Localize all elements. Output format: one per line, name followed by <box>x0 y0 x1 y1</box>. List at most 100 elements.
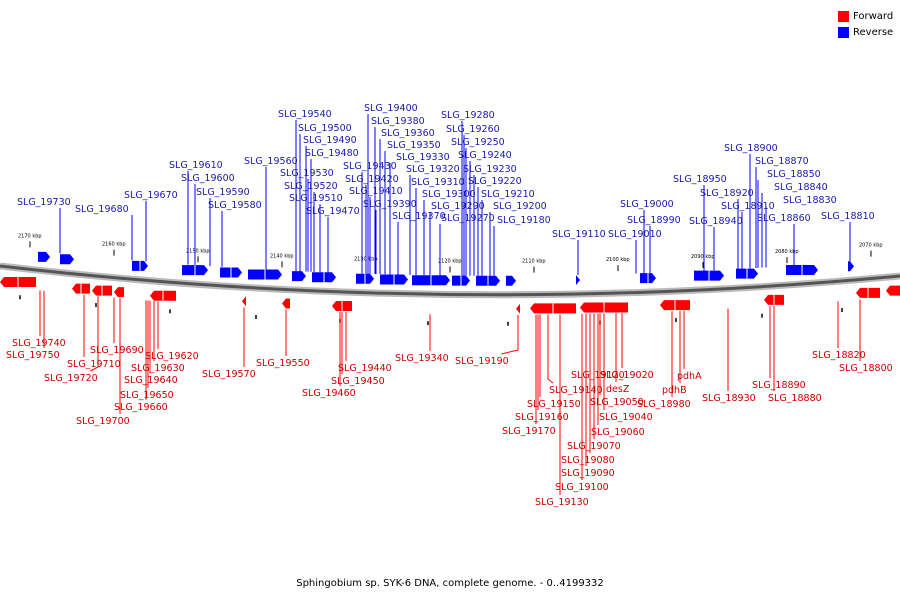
scale-tick-label: 2070 kbp <box>859 243 883 249</box>
reverse-gene-label: SLG_18830 <box>783 195 837 206</box>
reverse-gene-label: SLG_19250 <box>451 137 505 148</box>
reverse-gene-label: SLG_19110 <box>552 229 606 240</box>
reverse-gene-label: SLG_18950 <box>673 174 727 185</box>
reverse-gene-label: SLG_19330 <box>396 152 450 163</box>
reverse-gene-label: SLG_18870 <box>755 156 809 167</box>
scale-tick-label: 2120 kbp <box>438 259 462 265</box>
legend-reverse: Reverse <box>838 24 900 40</box>
forward-gene-arrow <box>516 304 520 314</box>
reverse-gene-label: SLG_19180 <box>497 215 551 226</box>
reverse-gene-label: SLG_18810 <box>821 211 875 222</box>
forward-leader-line <box>501 315 518 354</box>
reverse-gene-label: SLG_19590 <box>196 187 250 198</box>
forward-gene-label: desZ <box>606 384 630 395</box>
forward-gene-arrow <box>242 296 246 306</box>
forward-gene-label: SLG_18820 <box>812 350 866 361</box>
forward-gene-label: SLG_19160 <box>515 412 569 423</box>
gene-labels: SLG_19730 SLG_19680 SLG_19670 SLG_19610 SLG_… <box>6 103 893 508</box>
forward-gene-label: SLG_19440 <box>338 363 392 374</box>
reverse-gene-arrow <box>576 275 580 285</box>
reverse-gene-label: SLG_19530 <box>280 168 334 179</box>
forward-gene-label: SLG_19630 <box>131 363 185 374</box>
reverse-gene-label: SLG_19670 <box>124 190 178 201</box>
reverse-gene-label: SLG_19380 <box>371 116 425 127</box>
legend-reverse-label: Reverse <box>853 27 893 38</box>
forward-gene-label: SLG_19070 <box>567 441 621 452</box>
scale-tick-label: 2170 kbp <box>18 233 42 239</box>
genome-caption: Sphingobium sp. SYK-6 DNA, complete geno… <box>0 578 900 589</box>
scale-tick-label: 2080 kbp <box>775 249 799 255</box>
forward-gene-label: SLG_19570 <box>202 369 256 380</box>
reverse-gene-label: SLG_19390 <box>363 199 417 210</box>
forward-gene-label: SLG_19620 <box>145 351 199 362</box>
forward-gene-label: SLG_19460 <box>302 388 356 399</box>
reverse-gene-label: SLG_19610 <box>169 160 223 171</box>
forward-gene-label: SLG_19660 <box>114 402 168 413</box>
forward-swatch <box>838 11 849 22</box>
reverse-gene-label: SLG_18900 <box>724 143 778 154</box>
forward-gene-label: SLG_19090 <box>561 468 615 479</box>
reverse-gene-label: SLG_19320 <box>406 164 460 175</box>
reverse-gene-label: SLG_19730 <box>17 197 71 208</box>
reverse-gene-label: SLG_18860 <box>757 213 811 224</box>
reverse-swatch <box>838 27 849 38</box>
forward-gene-label: SLG_18890 <box>752 380 806 391</box>
scale-tick-label: 2100 kbp <box>606 257 630 263</box>
scale-tick-label: 2140 kbp <box>270 253 294 259</box>
reverse-gene-label: SLG_19220 <box>468 176 522 187</box>
forward-gene-label: SLG_19040 <box>599 412 653 423</box>
forward-gene-label: SLG_19080 <box>561 455 615 466</box>
reverse-gene-label: SLG_19370 <box>392 211 446 222</box>
legend-forward: Forward <box>838 8 900 24</box>
forward-gene-label: SLG_19050 <box>590 397 644 408</box>
reverse-gene-label: SLG_19680 <box>75 204 129 215</box>
legend: Forward Reverse <box>838 8 900 40</box>
forward-gene-label: SLG_19170 <box>502 426 556 437</box>
reverse-gene-label: SLG_19360 <box>381 128 435 139</box>
forward-gene-label: SLG_19340 <box>395 353 449 364</box>
reverse-gene-label: SLG_18840 <box>774 182 828 193</box>
forward-gene-arrow <box>114 287 124 297</box>
reverse-gene-label: SLG_19600 <box>181 173 235 184</box>
scale-tick-label: 2110 kbp <box>522 259 546 265</box>
forward-gene-label: SLG_19190 <box>455 356 509 367</box>
reverse-gene-label: SLG_19400 <box>364 103 418 114</box>
forward-gene-label: SLG_19450 <box>331 376 385 387</box>
forward-gene-label: pdhB <box>662 385 687 396</box>
reverse-gene-label: SLG_19500 <box>298 123 352 134</box>
reverse-gene-arrow <box>60 254 74 264</box>
forward-gene-label: SLG_19690 <box>90 345 144 356</box>
reverse-gene-label: SLG_19490 <box>303 135 357 146</box>
forward-gene-label: SLG_19720 <box>44 373 98 384</box>
forward-gene-label: SLG_19640 <box>124 375 178 386</box>
reverse-gene-label: SLG_19430 <box>343 161 397 172</box>
reverse-gene-label: SLG_19580 <box>208 200 262 211</box>
reverse-gene-label: SLG_19520 <box>284 181 338 192</box>
forward-gene-arrow <box>282 299 290 309</box>
reverse-gene-label: SLG_19200 <box>493 201 547 212</box>
reverse-gene-label: SLG_19010 <box>608 229 662 240</box>
forward-gene-arrow <box>886 286 900 296</box>
scale-tick-label: 2150 kbp <box>186 248 210 254</box>
reverse-gene-arrow <box>506 276 516 286</box>
forward-gene-label: SLG_19150 <box>527 399 581 410</box>
forward-gene-label: SLG_19700 <box>76 416 130 427</box>
forward-gene-label: SLG_18980 <box>637 399 691 410</box>
reverse-gene-label: SLG_19210 <box>481 189 535 200</box>
reverse-gene-label: SLG_18910 <box>721 201 775 212</box>
reverse-gene-label: SLG_18940 <box>689 216 743 227</box>
reverse-gene-label: SLG_19280 <box>441 110 495 121</box>
reverse-gene-label: SLG_19410 <box>349 186 403 197</box>
scale-tick-label: 2160 kbp <box>102 242 126 248</box>
forward-gene-label: SLG_19710 <box>67 359 121 370</box>
forward-gene-label: SLG_19550 <box>256 358 310 369</box>
reverse-gene-label: SLG_19560 <box>244 156 298 167</box>
reverse-gene-label: SLG_18850 <box>767 169 821 180</box>
reverse-gene-label: SLG_19230 <box>463 164 517 175</box>
reverse-gene-arrow <box>38 252 50 262</box>
forward-gene-label: SLG_19130 <box>535 497 589 508</box>
reverse-gene-arrow <box>292 271 306 281</box>
reverse-gene-label: SLG_19420 <box>345 174 399 185</box>
reverse-gene-label: SLG_19300 <box>422 189 476 200</box>
forward-gene-label: SLG_19020 <box>600 370 654 381</box>
